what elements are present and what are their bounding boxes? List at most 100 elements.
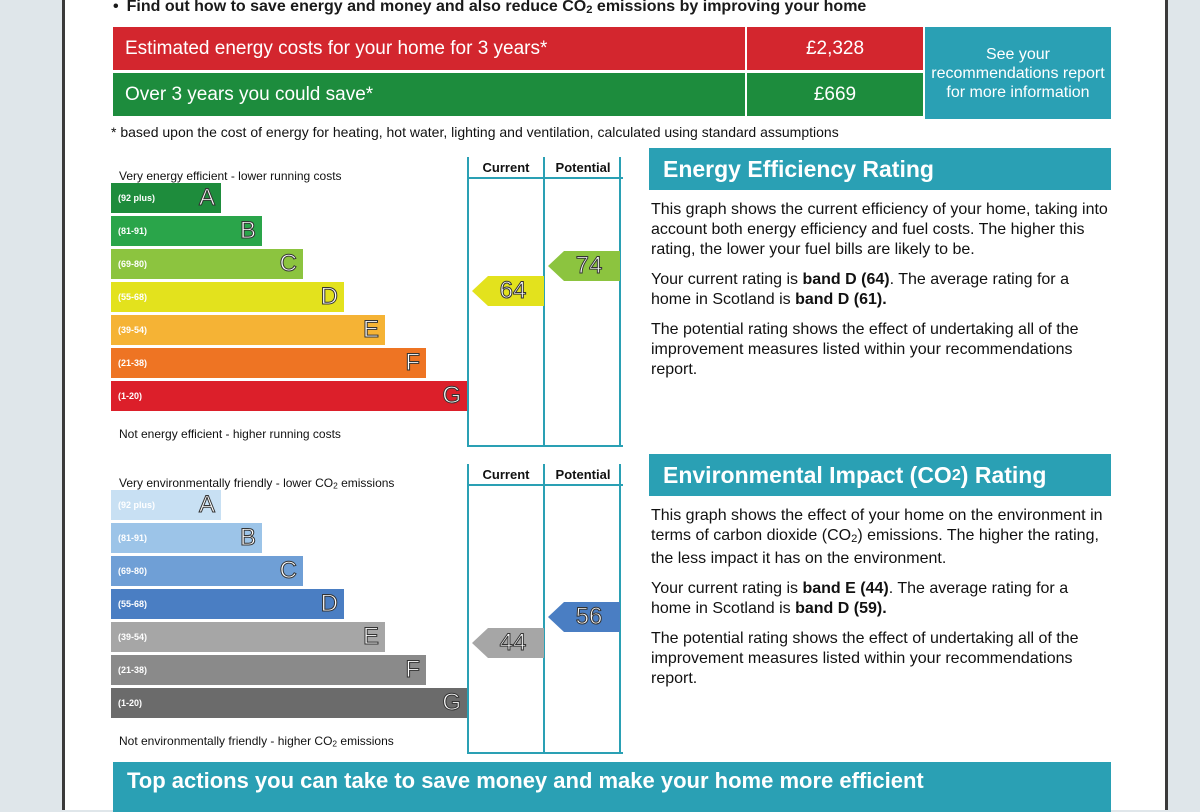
text-run: Your current rating is	[651, 271, 803, 288]
cost-footnote: * based upon the cost of energy for heat…	[111, 124, 839, 140]
caption-sub: 2	[332, 738, 338, 749]
energy-paragraph-2: Your current rating is band D (64). The …	[651, 270, 1111, 310]
epc-page: • Find out how to save energy and money a…	[62, 0, 1168, 812]
band-e: (39-54) E	[111, 315, 385, 345]
band-range: (81-91)	[118, 533, 148, 543]
env-paragraph-1: This graph shows the effect of your home…	[651, 506, 1111, 569]
band-letter: F	[405, 656, 421, 684]
band-f: (21-38) F	[111, 348, 426, 378]
band-range: (39-54)	[118, 632, 148, 642]
band-letter: B	[239, 524, 256, 552]
caption-text: emissions	[337, 476, 395, 490]
band-g: (1-20) G	[111, 381, 467, 411]
energy-efficiency-panel: Energy Efficiency Rating This graph show…	[649, 148, 1111, 380]
band-letter: F	[405, 349, 421, 377]
band-range: (69-80)	[118, 259, 148, 269]
band-letter: A	[198, 491, 215, 519]
band-range: (1-20)	[118, 391, 143, 401]
band-b: (81-91) B	[111, 523, 262, 553]
bullet: •	[113, 0, 119, 15]
current-rating-arrow: 64	[472, 276, 544, 306]
env-paragraph-2: Your current rating is band E (44). The …	[651, 579, 1111, 619]
band-a: (92 plus) A	[111, 490, 221, 520]
see-recommendations-box[interactable]: See your recommendations report for more…	[925, 27, 1111, 119]
text-run: ) emissions. The higher the rating, the …	[651, 527, 1099, 568]
environmental-impact-panel: Environmental Impact (CO 2) Rating This g…	[649, 454, 1111, 689]
current-column-header: Current	[482, 159, 530, 175]
caption-text: Not environmentally friendly - higher CO	[119, 734, 333, 748]
caption-text: emissions	[337, 734, 394, 748]
band-range: (92 plus)	[118, 193, 156, 203]
chart-divider	[467, 464, 469, 754]
chart-top-caption: Very energy efficient - lower running co…	[119, 169, 342, 183]
chart-bottom-rule	[469, 445, 623, 447]
band-letter: C	[279, 250, 297, 278]
chart-divider	[619, 464, 621, 754]
band-range: (39-54)	[118, 325, 148, 335]
chart-divider	[543, 464, 545, 754]
band-a: (92 plus) A	[111, 183, 221, 213]
chart-header-rule	[469, 484, 623, 486]
savings-label: Over 3 years you could save*	[125, 83, 374, 105]
chart-divider	[543, 157, 545, 447]
potential-rating-arrow: 56	[548, 602, 620, 632]
band-letter: E	[362, 316, 379, 344]
band-f: (21-38) F	[111, 655, 426, 685]
text-run: This graph shows the effect of your home…	[651, 507, 1103, 544]
estimated-cost-label: Estimated energy costs for your home for…	[125, 37, 548, 59]
caption-sub: 2	[333, 480, 338, 491]
text-run: Your current rating is	[651, 580, 803, 598]
average-band-text: band D (59).	[795, 600, 887, 618]
energy-paragraph-1: This graph shows the current efficiency …	[651, 201, 1108, 258]
potential-column-header: Potential	[555, 159, 611, 175]
average-band-text: band D (61).	[795, 291, 887, 308]
current-rating-arrow: 44	[472, 628, 544, 658]
chart-bottom-caption: Not energy efficient - higher running co…	[119, 427, 341, 441]
band-letter: G	[442, 382, 462, 410]
intro-sub: 2	[586, 4, 593, 17]
energy-efficiency-title: Energy Efficiency Rating	[649, 148, 1111, 190]
band-letter: D	[320, 590, 338, 618]
band-range: (21-38)	[118, 665, 148, 675]
band-range: (55-68)	[118, 599, 148, 609]
band-letter: E	[362, 623, 379, 651]
savings-row: Over 3 years you could save* £669	[113, 73, 923, 116]
band-range: (55-68)	[118, 292, 148, 302]
band-range: (69-80)	[118, 566, 148, 576]
potential-rating-arrow: 74	[548, 251, 620, 281]
chart-header-rule	[469, 177, 623, 179]
band-range: (1-20)	[118, 698, 143, 708]
intro-line: • Find out how to save energy and money a…	[113, 0, 1113, 16]
band-letter: B	[239, 217, 256, 245]
band-g: (1-20) G	[111, 688, 467, 718]
band-c: (69-80) C	[111, 556, 303, 586]
band-letter: G	[442, 689, 462, 717]
band-range: (92 plus)	[118, 500, 156, 510]
savings-value: £669	[745, 73, 923, 116]
band-e: (39-54) E	[111, 622, 385, 652]
env-paragraph-3: The potential rating shows the effect of…	[651, 630, 1079, 688]
band-letter: C	[279, 557, 297, 585]
intro-text-after: emissions by improving your home	[592, 0, 867, 15]
band-range: (81-91)	[118, 226, 148, 236]
text-run: . The average rating for a home in Scotl…	[651, 271, 1069, 308]
current-band-text: band D (64)	[802, 271, 890, 288]
top-actions-heading: Top actions you can take to save money a…	[113, 762, 1111, 812]
chart-divider	[467, 157, 469, 447]
title-text: Environmental Impact (CO	[663, 461, 952, 488]
text-run: . The average rating for a home in Scotl…	[651, 580, 1069, 618]
estimated-cost-value: £2,328	[745, 27, 923, 70]
chart-divider	[619, 157, 621, 447]
band-letter: A	[198, 184, 215, 212]
caption-text: Very environmentally friendly - lower CO	[119, 476, 334, 490]
estimated-cost-row: Estimated energy costs for your home for…	[113, 27, 923, 70]
title-sub: 2	[951, 465, 961, 484]
chart-bottom-caption: Not environmentally friendly - higher CO…	[119, 734, 394, 749]
environmental-impact-chart: Current Potential Very environmentally f…	[111, 464, 623, 754]
band-c: (69-80) C	[111, 249, 303, 279]
current-band-text: band E (44)	[802, 580, 889, 598]
chart-bottom-rule	[469, 752, 623, 754]
potential-column-header: Potential	[555, 466, 611, 482]
band-d: (55-68) D	[111, 282, 344, 312]
environmental-impact-title: Environmental Impact (CO 2) Rating	[649, 454, 1111, 496]
